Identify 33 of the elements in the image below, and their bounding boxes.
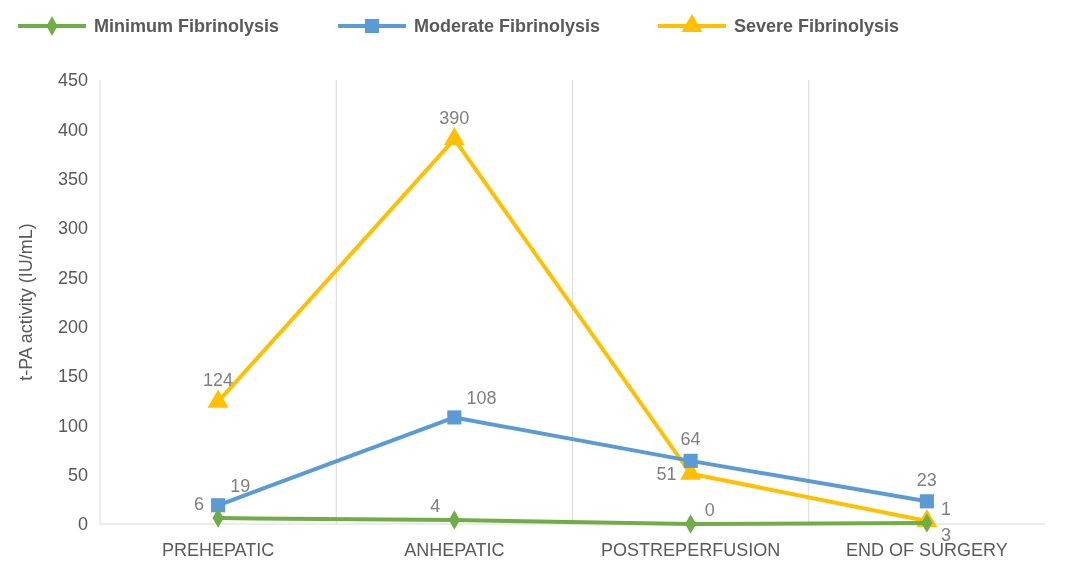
point xyxy=(683,453,698,468)
legend-label: Moderate Fibrinolysis xyxy=(414,16,601,37)
legend-label: Minimum Fibrinolysis xyxy=(94,16,280,37)
data-label: 6 xyxy=(194,494,205,515)
y-tick-label: 250 xyxy=(57,267,88,288)
y-tick-label: 200 xyxy=(57,316,88,337)
x-tick-label: PREHEPATIC xyxy=(161,540,275,560)
y-tick-label: 450 xyxy=(57,70,88,91)
y-tick-label: 100 xyxy=(57,415,88,436)
data-label: 64 xyxy=(680,429,701,450)
data-label: 4 xyxy=(430,496,441,517)
y-tick-label: 50 xyxy=(67,464,88,485)
y-tick-label: 350 xyxy=(57,168,88,189)
point xyxy=(447,410,462,425)
point xyxy=(211,498,226,513)
data-label: 1 xyxy=(940,499,951,520)
data-label: 0 xyxy=(704,500,715,521)
data-label: 124 xyxy=(203,369,234,390)
data-label: 51 xyxy=(656,463,677,484)
x-tick-label: ANHEPATIC xyxy=(404,540,505,560)
y-tick-label: 0 xyxy=(77,514,88,535)
data-label: 108 xyxy=(466,387,497,408)
y-tick-label: 150 xyxy=(57,366,88,387)
data-label: 390 xyxy=(439,107,470,128)
x-tick-label: POSTREPERFUSION xyxy=(601,540,781,560)
y-tick-label: 300 xyxy=(57,218,88,239)
point xyxy=(919,494,934,509)
y-tick-label: 400 xyxy=(57,119,88,140)
y-axis-title: t-PA activity (IU/mL) xyxy=(16,223,36,381)
legend-label: Severe Fibrinolysis xyxy=(734,16,900,37)
point xyxy=(443,127,465,146)
data-label: 19 xyxy=(230,475,251,496)
data-label: 23 xyxy=(916,469,937,490)
